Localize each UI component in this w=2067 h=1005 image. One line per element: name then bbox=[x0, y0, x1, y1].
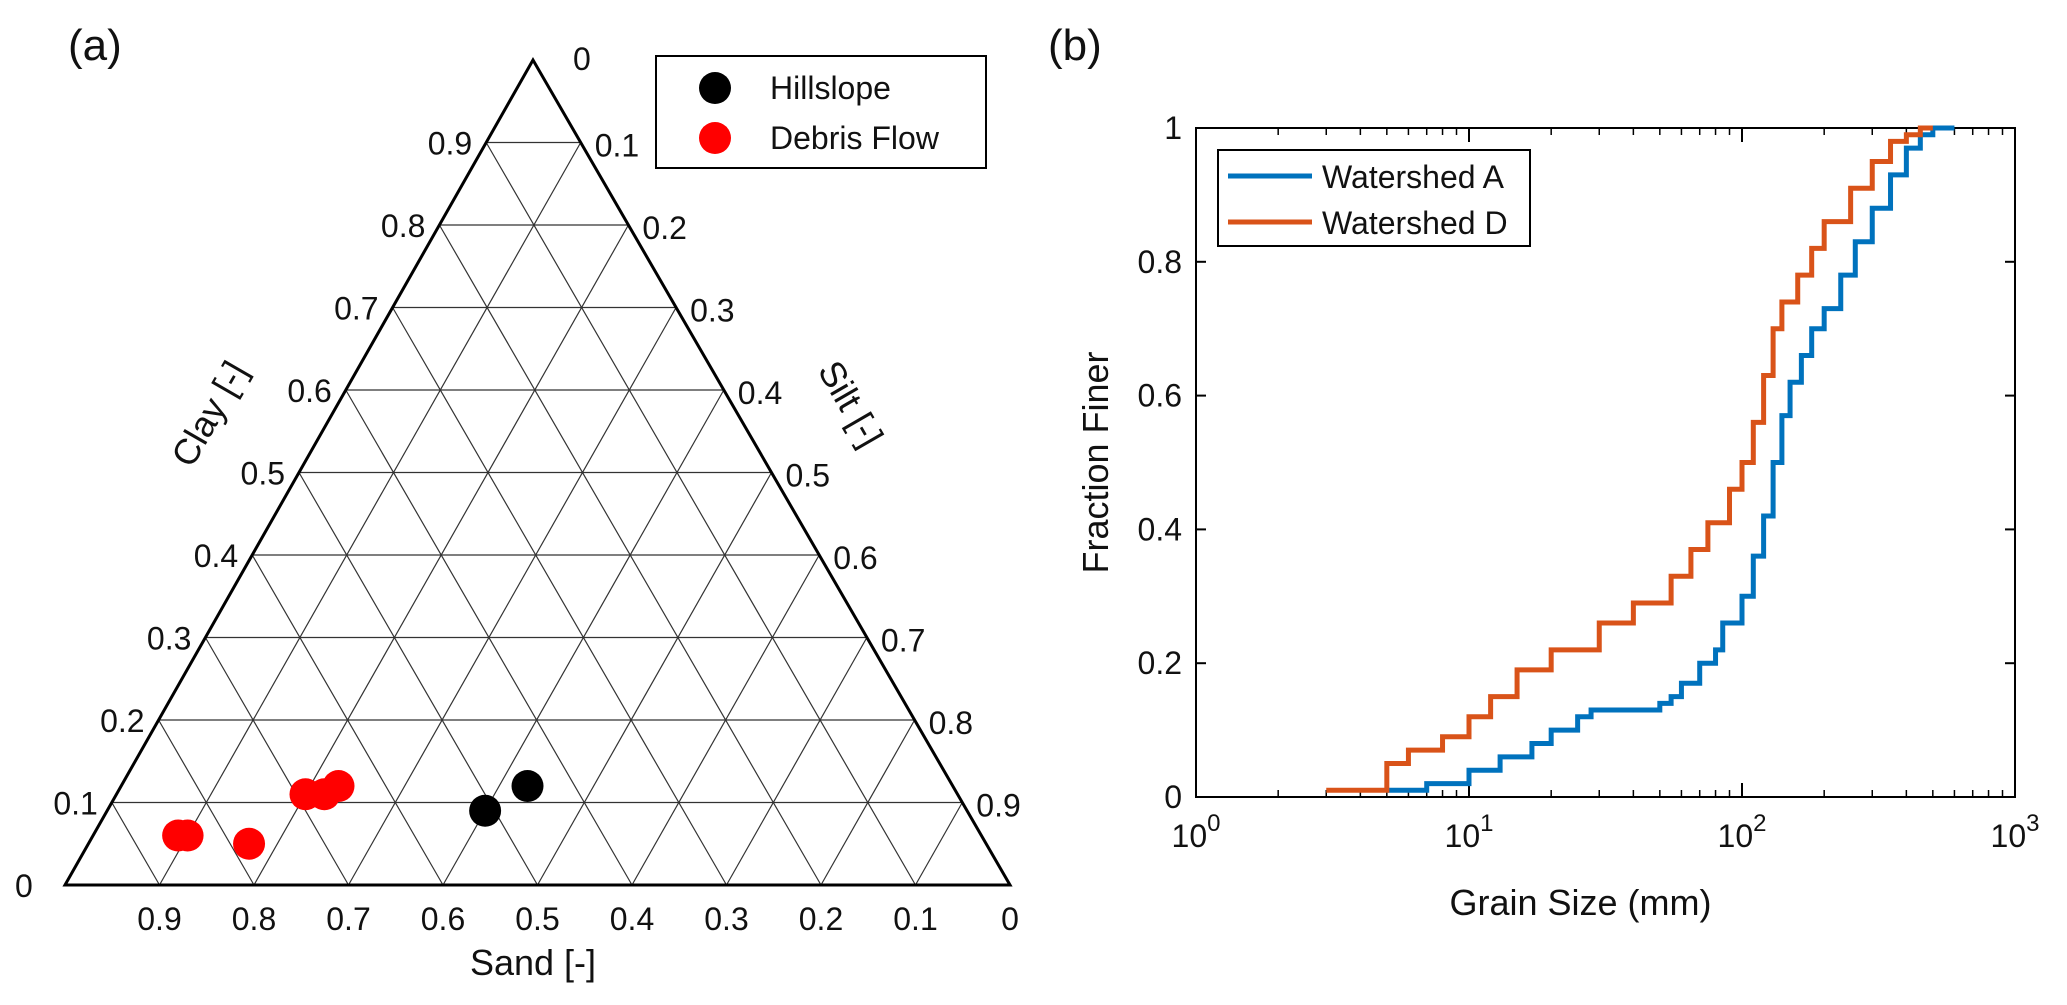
sand-tick-label: 0.9 bbox=[137, 901, 181, 937]
ternary-grid-line bbox=[111, 802, 161, 886]
y-tick-label: 0.6 bbox=[1138, 378, 1182, 414]
legend-label-watershed-a: Watershed A bbox=[1322, 159, 1505, 195]
sand-tick-label: 0.1 bbox=[893, 901, 937, 937]
ternary-grid-line bbox=[204, 637, 350, 886]
sand-tick-label: 0.5 bbox=[515, 901, 559, 937]
silt-tick-label: 0.8 bbox=[929, 705, 973, 741]
x-axis-title: Grain Size (mm) bbox=[1449, 882, 1711, 923]
ternary-grid-line bbox=[914, 802, 963, 886]
ternary-grid-line bbox=[725, 637, 868, 886]
silt-tick-label: 0.1 bbox=[595, 128, 639, 164]
sand-tick-label: 0.6 bbox=[421, 901, 465, 937]
ternary-grid-line bbox=[485, 142, 917, 886]
sand-tick-label: 0.7 bbox=[326, 901, 370, 937]
watershed-a-line bbox=[1386, 125, 1955, 793]
sand-tick-label: 0.3 bbox=[704, 901, 748, 937]
ternary-frame bbox=[62, 56, 1013, 887]
silt-tick-label: 0.6 bbox=[833, 540, 877, 576]
silt-tick-label: 0.4 bbox=[738, 375, 782, 411]
legend-label-debris-flow: Debris Flow bbox=[770, 120, 940, 156]
plot-area-frame bbox=[1195, 127, 2016, 798]
ternary-grid-line bbox=[298, 472, 539, 886]
ternary-grid-line bbox=[158, 142, 582, 886]
legend-marker-debris-flow bbox=[699, 122, 731, 154]
panel-label-a: (a) bbox=[68, 21, 122, 70]
silt-tick-label: 0.2 bbox=[642, 210, 686, 246]
ternary-grid-line bbox=[158, 719, 255, 886]
y-tick-label: 1 bbox=[1164, 110, 1182, 146]
legend-marker-hillslope bbox=[699, 72, 731, 104]
silt-tick-label: 0.9 bbox=[976, 788, 1020, 824]
ternary-grid-line bbox=[536, 472, 773, 886]
ternary-top-corner-label: 0 bbox=[573, 41, 591, 77]
grain-size-plot: (b) 0 0.2 0.4 0.6 0.8 1 100 101 102 103 Grain Siz… bbox=[1048, 21, 2039, 923]
sand-tick-label: 0.4 bbox=[610, 901, 654, 937]
ternary-plot: (a) 0.9 0.8 0.7 0.6 0.5 0.4 0.3 0.2 0.1 00.10.20.… bbox=[15, 21, 1021, 983]
x-tick-label: 102 bbox=[1718, 810, 1767, 854]
silt-tick-label: 0.7 bbox=[881, 623, 925, 659]
y-tick-label: 0 bbox=[1164, 779, 1182, 815]
legend-label-watershed-d: Watershed D bbox=[1322, 205, 1508, 241]
silt-tick-label: 0.3 bbox=[690, 293, 734, 329]
ternary-tick-labels: 0.9 0.8 0.7 0.6 0.5 0.4 0.3 0.2 0.1 0 0.1 0.2 0.3 0.4… bbox=[53, 126, 1020, 938]
y-tick-label: 0.4 bbox=[1138, 511, 1182, 547]
grain-size-legend: Watershed A Watershed D bbox=[1217, 149, 1531, 247]
clay-tick-label: 0.2 bbox=[100, 703, 144, 739]
debris-flow-point bbox=[322, 770, 355, 802]
hillslope-point bbox=[469, 794, 502, 827]
y-tick-label: 0.2 bbox=[1138, 645, 1182, 681]
debris-flow-point bbox=[171, 819, 204, 852]
x-tick-label: 100 bbox=[1172, 810, 1221, 854]
ternary-grid-line bbox=[347, 307, 677, 886]
legend-label-hillslope: Hillslope bbox=[770, 70, 891, 106]
x-tick-label: 101 bbox=[1445, 810, 1494, 854]
axis-ticks: 0 0.2 0.4 0.6 0.8 1 100 101 102 103 bbox=[1138, 110, 2040, 854]
ternary-bottom-left-corner-label: 0 bbox=[15, 868, 33, 904]
clay-tick-label: 0.1 bbox=[53, 786, 97, 822]
sand-tick-label: 0.2 bbox=[799, 901, 843, 937]
sand-tick-label: 0.8 bbox=[232, 901, 276, 937]
silt-axis-title: Silt [-] bbox=[810, 354, 892, 454]
sand-axis-title: Sand [-] bbox=[470, 942, 596, 983]
ternary-grid bbox=[111, 141, 963, 886]
ternary-grid-line bbox=[392, 307, 728, 886]
clay-tick-label: 0.9 bbox=[428, 126, 472, 162]
y-axis-title: Fraction Finer bbox=[1075, 351, 1116, 573]
clay-tick-label: 0.3 bbox=[147, 621, 191, 657]
grain-size-legend-box bbox=[1217, 149, 1531, 247]
clay-tick-label: 0.7 bbox=[334, 291, 378, 327]
panel-label-b: (b) bbox=[1048, 21, 1102, 70]
clay-tick-label: 0.8 bbox=[381, 208, 425, 244]
ternary-grid-line bbox=[820, 719, 916, 886]
series-lines bbox=[1326, 125, 1955, 793]
ternary-points bbox=[162, 770, 544, 860]
y-tick-label: 0.8 bbox=[1138, 244, 1182, 280]
x-tick-label: 103 bbox=[1991, 810, 2040, 854]
sand-tick-label: 0 bbox=[1001, 901, 1019, 937]
debris-flow-point bbox=[233, 827, 266, 860]
ternary-grid-line bbox=[251, 554, 444, 886]
ternary-legend: Hillslope Debris Flow bbox=[655, 55, 987, 169]
hillslope-point bbox=[511, 770, 544, 802]
clay-tick-label: 0.5 bbox=[241, 456, 285, 492]
clay-tick-label: 0.6 bbox=[287, 373, 331, 409]
ternary-grid-line bbox=[631, 554, 820, 886]
clay-tick-label: 0.4 bbox=[194, 538, 238, 574]
watershed-d-line bbox=[1326, 125, 1933, 793]
silt-tick-label: 0.5 bbox=[786, 458, 830, 494]
